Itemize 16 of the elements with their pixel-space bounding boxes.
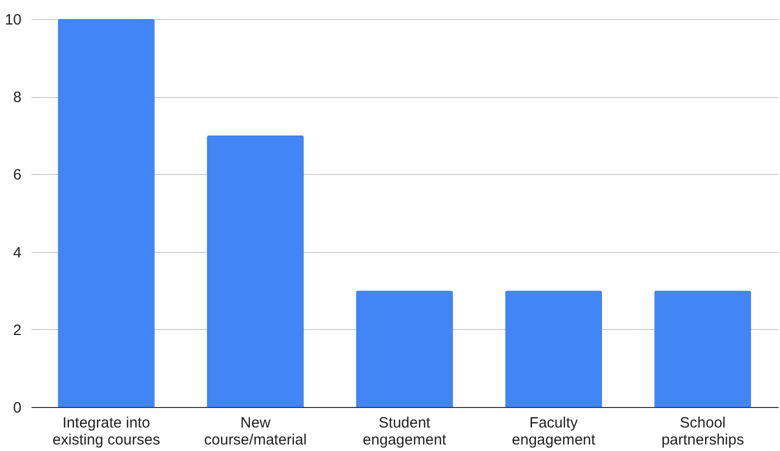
x-tick-label: New course/material (204, 414, 307, 448)
y-tick-label: 8 (13, 89, 22, 106)
bar (58, 19, 155, 407)
x-tick-label: Integrate into existing courses (52, 414, 160, 448)
y-tick-label: 6 (13, 166, 22, 184)
y-tick-label: 0 (13, 400, 22, 416)
bar (654, 290, 752, 407)
y-tick-label: 10 (4, 12, 22, 28)
x-tick-label: Faculty engagement (512, 414, 596, 448)
bar (206, 135, 304, 407)
y-tick-label: 2 (13, 322, 22, 339)
bar (356, 290, 453, 407)
bar (505, 290, 602, 407)
y-tick-label: 4 (13, 244, 22, 262)
x-tick-label: School partnerships (661, 414, 744, 448)
x-tick-label: Student engagement (362, 414, 448, 448)
